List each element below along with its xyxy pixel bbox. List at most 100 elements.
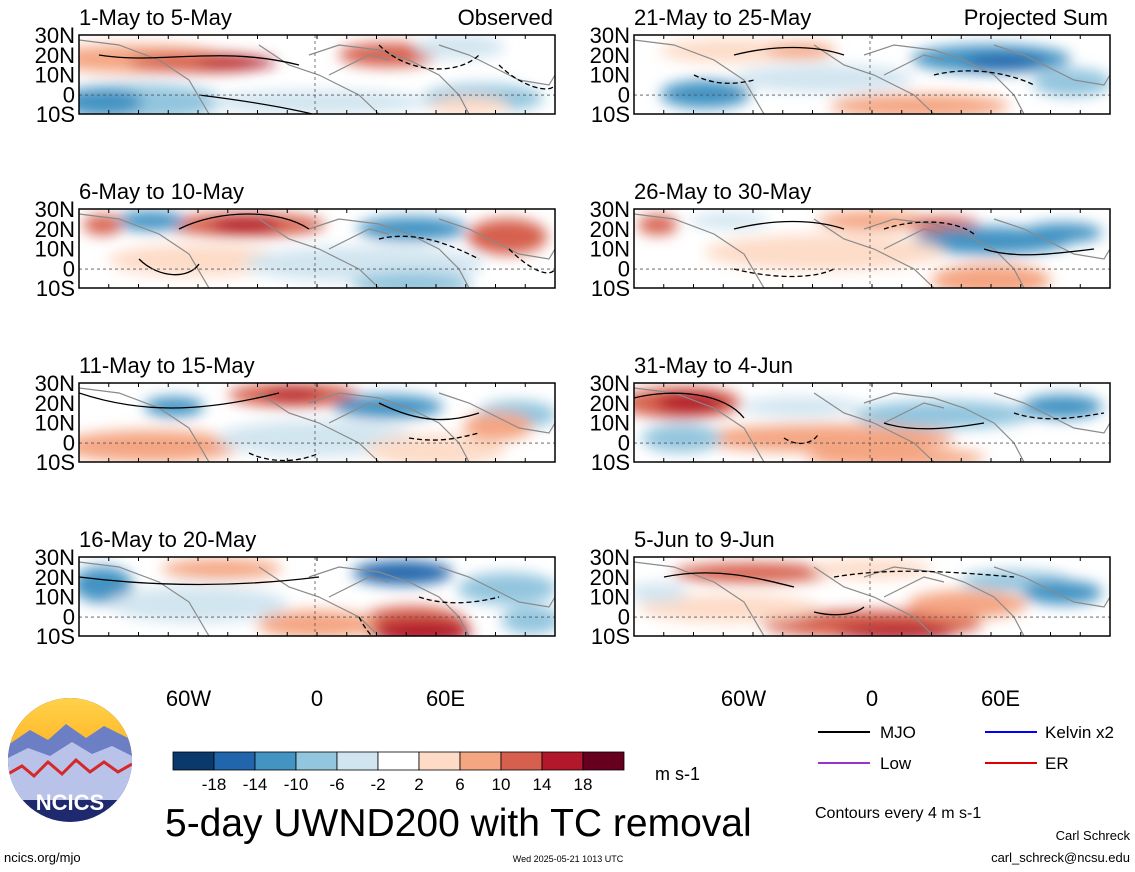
- contour-line: [418, 596, 500, 604]
- latitude-label: 30N: [590, 197, 630, 222]
- mjo-contours: [79, 392, 480, 462]
- contour-line: [378, 44, 480, 70]
- contour-line: [1013, 412, 1105, 420]
- anomaly-shade: [79, 430, 241, 462]
- contour-line: [783, 432, 820, 445]
- anomaly-shade: [734, 64, 915, 93]
- country-border: [813, 44, 935, 114]
- anomaly-shade: [689, 212, 770, 229]
- contour-line: [498, 64, 555, 90]
- contour-line: [813, 606, 865, 616]
- latitude-label: 0: [63, 604, 75, 629]
- latitude-label: 0: [63, 82, 75, 107]
- contour-line: [634, 392, 745, 419]
- contour-line: [98, 54, 300, 66]
- panel-date-label: 26-May to 30-May: [634, 179, 811, 204]
- contour-line: [983, 248, 1095, 256]
- latitude-label: 10N: [35, 585, 75, 610]
- country-border: [883, 228, 945, 250]
- anomaly-shade: [210, 216, 281, 233]
- colorbar-tick-label: -14: [243, 775, 268, 794]
- country-border: [813, 218, 935, 288]
- contour-line: [378, 402, 480, 421]
- anomaly-shade: [144, 396, 205, 417]
- contour-line: [248, 452, 320, 462]
- country-border: [258, 392, 380, 462]
- country-border: [634, 387, 765, 462]
- contour-line: [693, 74, 755, 84]
- contour-line: [229, 660, 339, 668]
- panel-date-label: 5-Jun to 9-Jun: [634, 527, 775, 552]
- anomaly-shade: [853, 400, 1034, 429]
- contour-line: [663, 572, 795, 588]
- country-border: [328, 54, 390, 76]
- contour-line: [79, 392, 280, 409]
- coastline: [634, 39, 1110, 114]
- anomaly-shade: [196, 56, 277, 69]
- anomaly-shade: [79, 566, 133, 603]
- footer-url: ncics.org/mjo: [4, 850, 81, 865]
- longitude-label: 0: [311, 686, 323, 711]
- wind-anomaly-shading: [79, 558, 555, 636]
- legend-label-low: Low: [880, 754, 912, 773]
- country-border: [258, 566, 380, 636]
- mjo-contours: [138, 213, 555, 276]
- latitude-label: 20N: [35, 43, 75, 68]
- colorbar: -18 -14 -10 -6 -2 2 6 10 14 18: [172, 751, 625, 794]
- latitude-label: 30N: [35, 371, 75, 396]
- longitude-label: 60W: [166, 686, 211, 711]
- anomaly-shade: [352, 560, 453, 585]
- country-border: [993, 44, 1110, 86]
- anomaly-shade: [639, 594, 820, 623]
- latitude-label: 10S: [36, 102, 75, 127]
- latitude-label: 0: [63, 430, 75, 455]
- contour-line: [883, 221, 975, 235]
- anomaly-shade: [338, 42, 439, 67]
- country-border: [438, 44, 555, 86]
- latitude-label: 10N: [590, 237, 630, 262]
- anomaly-shade: [634, 582, 688, 603]
- anomaly-shade: [161, 558, 282, 579]
- country-border: [79, 561, 210, 636]
- latitude-label: 20N: [590, 43, 630, 68]
- panel-date-label: 1-May to 5-May: [79, 5, 232, 30]
- anomaly-shade: [82, 214, 123, 235]
- latitude-label: 10N: [35, 237, 75, 262]
- anomaly-shade: [217, 420, 417, 457]
- wind-anomaly-shading: [79, 383, 555, 462]
- anomaly-shade: [357, 216, 468, 241]
- latitude-label: 10S: [36, 276, 75, 301]
- colorbar-swatch: [377, 751, 420, 771]
- anomaly-shade: [108, 586, 288, 623]
- contour-line: [178, 213, 310, 230]
- legend-label-mjo: MJO: [880, 723, 916, 742]
- anomaly-shade: [637, 214, 678, 235]
- country-border: [328, 402, 390, 424]
- country-border: [79, 213, 210, 288]
- mjo-contours: [733, 220, 1095, 278]
- anomaly-shade: [366, 434, 506, 462]
- panel-date-label: 11-May to 15-May: [79, 353, 255, 378]
- ncics-logo: NCICS: [8, 698, 132, 822]
- anomaly-shade: [263, 388, 324, 401]
- anomaly-shade: [414, 35, 505, 59]
- contour-line: [378, 235, 480, 260]
- latitude-label: 30N: [590, 23, 630, 48]
- country-border: [993, 566, 1110, 608]
- anomaly-shade: [462, 412, 533, 441]
- column-header: Observed: [458, 5, 553, 30]
- contour-line: [508, 248, 555, 274]
- country-border: [813, 566, 935, 636]
- footer-email: carl_schreck@ncsu.edu: [991, 850, 1130, 865]
- footer-author: Carl Schreck: [1056, 828, 1131, 843]
- anomaly-shade: [829, 94, 1010, 114]
- anomaly-shade: [835, 624, 956, 636]
- anomaly-shade: [257, 610, 377, 636]
- latitude-label: 30N: [35, 545, 75, 570]
